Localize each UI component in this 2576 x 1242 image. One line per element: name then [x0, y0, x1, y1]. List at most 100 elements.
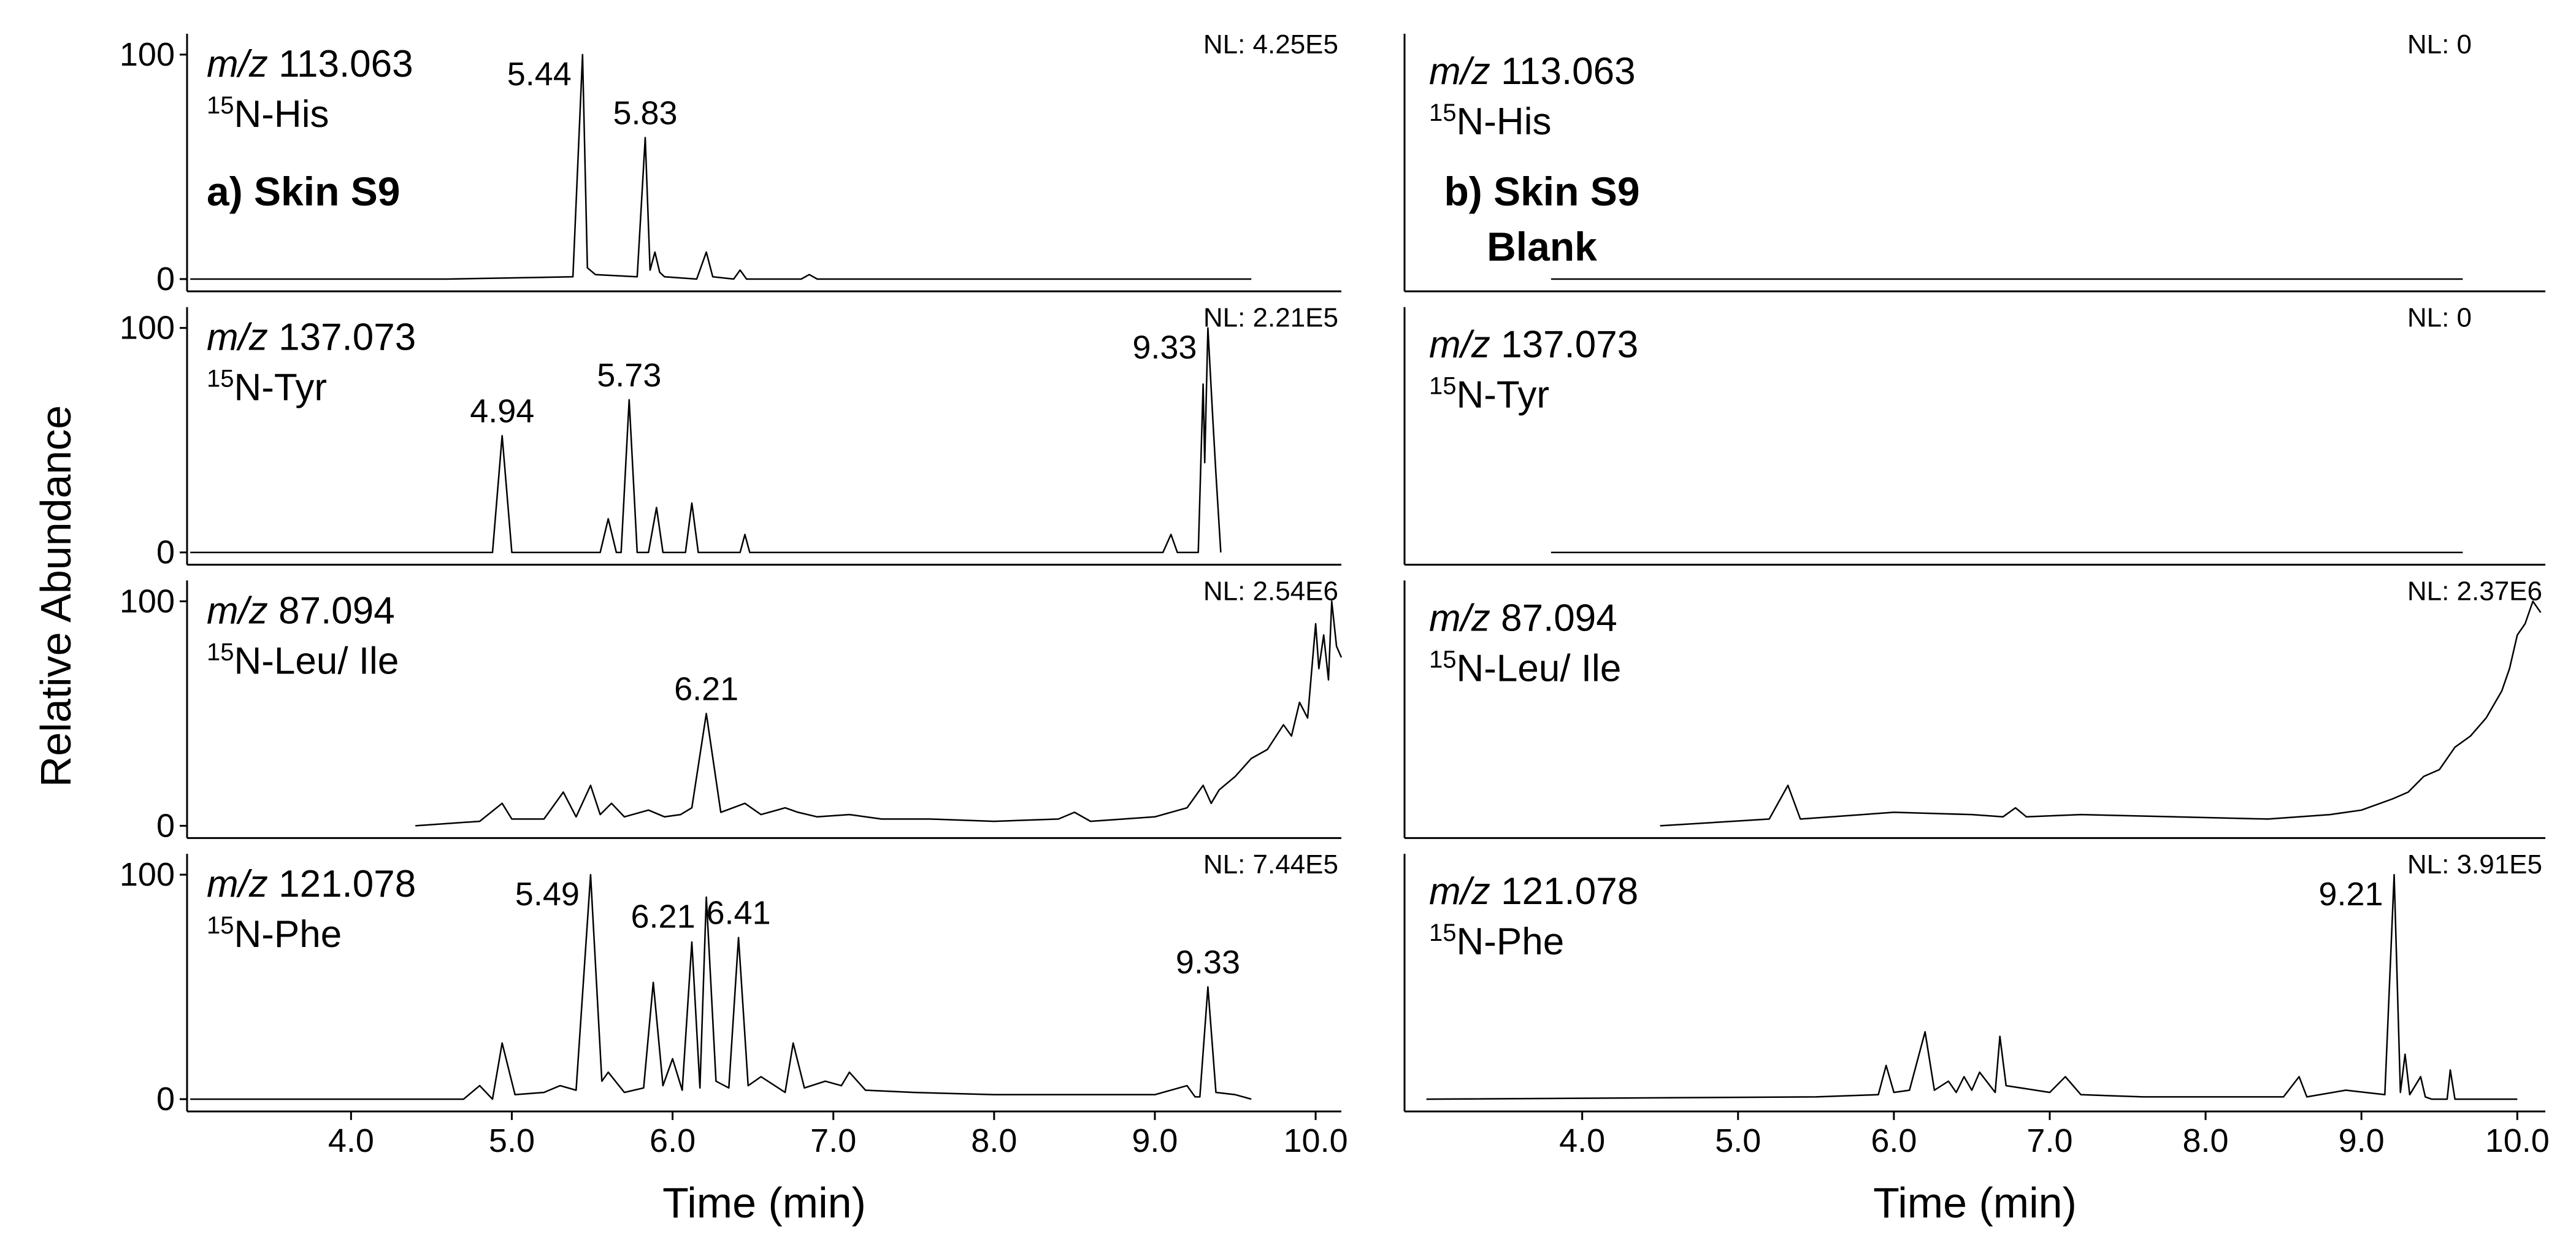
- mz-value: 87.094: [1501, 597, 1617, 639]
- isotope: 15: [1429, 373, 1457, 400]
- nl-label: NL: 2.54E6: [1203, 576, 1338, 606]
- y-tick-label: 0: [156, 534, 175, 571]
- mz-label: m/z 87.094: [1429, 597, 1617, 639]
- compound-label: 15N-His: [1429, 99, 1551, 143]
- peak-label: 5.73: [597, 357, 661, 394]
- trace: [415, 600, 1343, 827]
- isotope: 15: [1429, 646, 1457, 673]
- compound: N-Tyr: [1457, 374, 1550, 416]
- panel-label: a) Skin S9: [207, 169, 400, 214]
- nl-label: NL: 2.21E5: [1203, 303, 1338, 333]
- isotope: 15: [207, 92, 234, 119]
- peak-label: 4.94: [470, 393, 534, 429]
- x-tick-label: 9.0: [1132, 1122, 1178, 1159]
- nl-label: NL: 0: [2407, 303, 2472, 333]
- x-tick-label: 10.0: [1284, 1122, 1348, 1159]
- nl-label: NL: 4.25E5: [1203, 29, 1338, 59]
- mz-value: 113.063: [278, 43, 413, 85]
- nl-label: NL: 7.44E5: [1203, 849, 1338, 880]
- x-tick-label: 4.0: [1559, 1122, 1605, 1159]
- compound: N-His: [234, 93, 329, 136]
- mz-label: m/z 113.063: [1429, 50, 1636, 93]
- peak-label: 5.83: [613, 94, 677, 131]
- y-tick-label: 0: [156, 1081, 175, 1117]
- peak-label: 9.33: [1132, 329, 1197, 366]
- compound-label: 15N-Phe: [207, 912, 342, 956]
- y-axis-title: Relative Abundance: [32, 405, 80, 788]
- x-tick-label: 7.0: [810, 1122, 856, 1159]
- peak-label: 6.21: [631, 899, 696, 935]
- isotope: 15: [207, 366, 234, 393]
- x-tick-label: 5.0: [489, 1122, 535, 1159]
- compound-label: 15N-Tyr: [1429, 373, 1549, 416]
- x-tick-label: 8.0: [2183, 1122, 2229, 1159]
- compound-label: 15N-Tyr: [207, 366, 327, 409]
- mz-label: m/z 87.094: [207, 589, 395, 632]
- compound: N-Leu/ Ile: [1457, 647, 1622, 689]
- isotope: 15: [1429, 99, 1457, 126]
- mz-value: 121.078: [1501, 870, 1638, 913]
- mz-label: m/z 137.073: [1429, 324, 1638, 366]
- peak-label: 6.21: [674, 670, 738, 707]
- x-tick-label: 8.0: [971, 1122, 1017, 1159]
- peak-label: 5.49: [515, 876, 580, 913]
- nl-label: NL: 0: [2407, 29, 2472, 59]
- mz-value: 113.063: [1501, 50, 1636, 93]
- trace: [1660, 600, 2542, 827]
- y-tick-label: 100: [120, 583, 175, 619]
- isotope: 15: [1429, 919, 1457, 946]
- mz-label: m/z 137.073: [207, 316, 416, 359]
- peak-label: 9.33: [1176, 944, 1240, 981]
- mz-value: 137.073: [1501, 324, 1638, 366]
- isotope: 15: [207, 638, 234, 665]
- y-tick-label: 100: [120, 36, 175, 73]
- compound-label: 15N-His: [207, 92, 329, 136]
- mz-prefix: m/z: [207, 43, 268, 85]
- trace: [190, 873, 1252, 1100]
- y-tick-label: 0: [156, 807, 175, 844]
- x-tick-label: 7.0: [2026, 1122, 2072, 1159]
- mz-value: 87.094: [278, 589, 395, 632]
- x-tick-label: 5.0: [1715, 1122, 1761, 1159]
- mz-label: m/z 113.063: [207, 43, 413, 85]
- x-tick-label: 6.0: [1871, 1122, 1917, 1159]
- mz-prefix: m/z: [1429, 870, 1490, 913]
- mz-value: 137.073: [278, 316, 416, 359]
- mz-prefix: m/z: [1429, 50, 1490, 93]
- isotope: 15: [207, 912, 234, 939]
- panel-label: b) Skin S9: [1444, 169, 1639, 214]
- compound: N-Leu/ Ile: [234, 640, 399, 682]
- nl-label: NL: 2.37E6: [2407, 576, 2542, 606]
- peak-label: 6.41: [707, 895, 771, 932]
- mz-value: 121.078: [278, 863, 416, 905]
- mz-label: m/z 121.078: [207, 863, 416, 905]
- trace: [190, 327, 1222, 553]
- nl-label: NL: 3.91E5: [2407, 849, 2542, 880]
- peak-label: 5.44: [507, 56, 572, 93]
- x-axis-title: Time (min): [662, 1179, 866, 1227]
- mz-prefix: m/z: [207, 863, 268, 905]
- compound: N-His: [1457, 101, 1552, 143]
- mz-prefix: m/z: [207, 589, 268, 632]
- mz-label: m/z 121.078: [1429, 870, 1638, 913]
- mz-prefix: m/z: [1429, 324, 1490, 366]
- y-tick-label: 0: [156, 261, 175, 297]
- y-tick-label: 100: [120, 310, 175, 347]
- mz-prefix: m/z: [1429, 597, 1490, 639]
- panel-label: Blank: [1487, 224, 1597, 269]
- compound-label: 15N-Phe: [1429, 919, 1564, 963]
- trace: [1426, 873, 2518, 1100]
- mz-prefix: m/z: [207, 316, 268, 359]
- trace: [190, 53, 1252, 280]
- x-axis-title: Time (min): [1873, 1179, 2077, 1227]
- x-tick-label: 10.0: [2485, 1122, 2550, 1159]
- compound-label: 15N-Leu/ Ile: [1429, 646, 1621, 689]
- compound-label: 15N-Leu/ Ile: [207, 638, 399, 682]
- peak-label: 9.21: [2318, 876, 2383, 913]
- y-tick-label: 100: [120, 856, 175, 893]
- compound: N-Phe: [234, 913, 342, 956]
- x-tick-label: 4.0: [328, 1122, 374, 1159]
- compound: N-Phe: [1457, 921, 1565, 963]
